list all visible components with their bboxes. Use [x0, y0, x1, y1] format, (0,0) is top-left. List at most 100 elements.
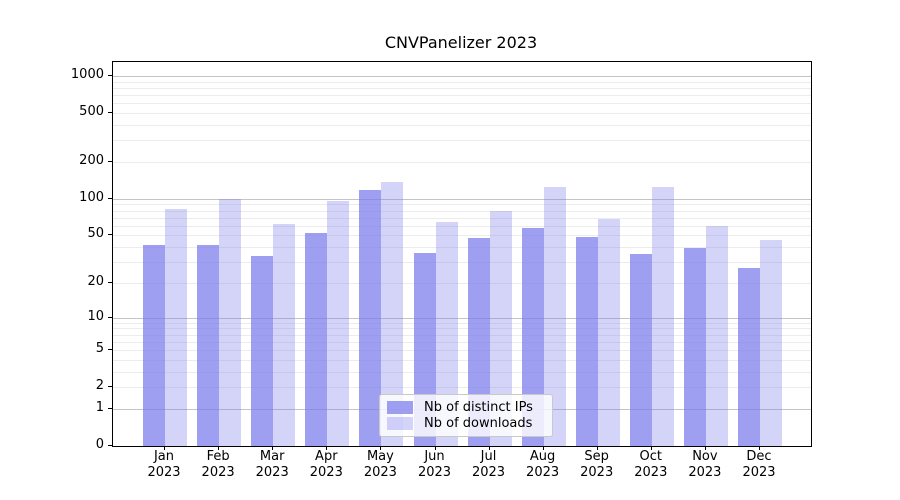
- bar-distinct-ips: [521, 227, 544, 446]
- y-tick-label: 100: [79, 189, 104, 205]
- gridline-minor: [113, 282, 811, 284]
- bar-distinct-ips: [359, 190, 382, 446]
- gridline-minor: [113, 247, 811, 249]
- x-tick-year: 2023: [526, 465, 560, 480]
- x-tick-label: Sep 2023: [569, 449, 625, 481]
- x-tick-month: Nov: [692, 449, 718, 464]
- x-tick-label: Oct 2023: [623, 449, 679, 481]
- y-tick-mark: [108, 445, 112, 446]
- x-tick-year: 2023: [742, 465, 776, 480]
- x-tick-year: 2023: [309, 465, 343, 480]
- x-tick-label: Dec 2023: [731, 449, 787, 481]
- x-tick-month: Dec: [746, 449, 772, 464]
- y-tick-label: 1000: [70, 67, 104, 82]
- gridline-minor: [113, 359, 811, 361]
- x-tick-year: 2023: [580, 465, 614, 480]
- gridline-minor: [113, 341, 811, 343]
- gridline-minor: [113, 140, 811, 142]
- y-tick-mark: [108, 349, 112, 350]
- bar-downloads: [651, 187, 674, 446]
- gridline-minor: [113, 217, 811, 219]
- bar-downloads: [435, 221, 458, 446]
- x-tick-month: Sep: [584, 449, 609, 464]
- x-tick-year: 2023: [201, 465, 235, 480]
- y-tick-mark: [108, 386, 112, 388]
- x-tick-year: 2023: [363, 465, 397, 480]
- x-tick-year: 2023: [634, 465, 668, 480]
- bar-downloads: [165, 208, 187, 446]
- gridline-minor: [113, 95, 811, 97]
- gridline-minor: [113, 350, 811, 351]
- x-tick-month: Apr: [315, 449, 338, 464]
- x-tick-mark: [218, 446, 220, 450]
- y-tick-label: 50: [87, 226, 104, 242]
- gridline-minor: [113, 87, 811, 89]
- gridline-minor: [113, 210, 811, 212]
- plot-area: Nb of distinct IPs Nb of downloads: [112, 61, 812, 447]
- bar-distinct-ips: [197, 244, 220, 446]
- x-tick-year: 2023: [471, 465, 506, 480]
- bar-downloads: [489, 210, 512, 446]
- legend-label-distinct-ips: Nb of distinct IPs: [424, 399, 533, 415]
- y-tick-label: 10: [87, 308, 104, 324]
- legend-swatch-downloads: [387, 417, 413, 431]
- y-tick-label: 0: [95, 437, 104, 452]
- bar-distinct-ips: [251, 255, 274, 446]
- bar-downloads: [273, 224, 296, 446]
- x-tick-mark: [650, 446, 652, 450]
- gridline-minor: [113, 328, 811, 330]
- y-tick-label: 200: [79, 153, 104, 168]
- x-tick-label: Apr 2023: [298, 449, 354, 481]
- x-tick-label: Jul 2023: [461, 449, 517, 481]
- gridline-major: [113, 317, 811, 319]
- gridline-minor: [113, 225, 811, 227]
- y-tick-mark: [108, 281, 112, 283]
- gridline-minor: [113, 371, 811, 373]
- y-tick-label: 2: [95, 378, 104, 394]
- gridline-minor: [113, 81, 811, 83]
- bar-distinct-ips: [738, 267, 760, 446]
- y-tick-mark: [108, 407, 112, 409]
- x-tick-year: 2023: [417, 465, 452, 480]
- x-tick-mark: [434, 446, 436, 450]
- x-tick-month: Jul: [480, 449, 497, 464]
- y-tick-mark: [108, 75, 112, 76]
- x-tick-label: Mar 2023: [244, 449, 300, 481]
- x-tick-month: Aug: [529, 449, 556, 464]
- bar-distinct-ips: [305, 233, 328, 446]
- x-tick-month: May: [366, 449, 394, 464]
- x-tick-month: Oct: [639, 449, 663, 464]
- y-tick-mark: [108, 316, 112, 318]
- bar-downloads: [597, 218, 620, 446]
- x-tick-label: Nov 2023: [677, 449, 733, 481]
- gridline-minor: [113, 322, 811, 324]
- y-tick-mark: [108, 197, 112, 199]
- legend: Nb of distinct IPs Nb of downloads: [379, 394, 553, 437]
- y-tick-mark: [108, 234, 112, 236]
- x-tick-label: Feb 2023: [190, 449, 246, 481]
- bar-downloads: [219, 198, 242, 446]
- x-tick-mark: [542, 446, 544, 450]
- x-tick-mark: [164, 446, 165, 450]
- bar-distinct-ips: [467, 237, 490, 446]
- legend-swatch-distinct-ips: [387, 400, 413, 414]
- x-tick-mark: [488, 446, 490, 450]
- x-tick-label: May 2023: [352, 449, 408, 481]
- gridline-minor: [113, 387, 811, 389]
- gridline-minor: [113, 103, 811, 105]
- gridline-minor: [113, 125, 811, 126]
- x-tick-label: Aug 2023: [515, 449, 571, 481]
- x-tick-label: Jan 2023: [136, 449, 192, 481]
- legend-row-distinct-ips: Nb of distinct IPs: [387, 400, 545, 415]
- x-tick-mark: [596, 446, 598, 450]
- bar-downloads: [543, 186, 566, 446]
- bar-distinct-ips: [143, 244, 165, 446]
- x-tick-mark: [759, 446, 760, 450]
- bar-distinct-ips: [629, 254, 652, 446]
- gridline-minor: [113, 113, 811, 115]
- x-tick-year: 2023: [688, 465, 722, 480]
- bar-distinct-ips: [575, 236, 598, 446]
- x-tick-mark: [380, 446, 382, 450]
- chart-title: CNVPanelizer 2023: [384, 33, 538, 52]
- bar-downloads: [705, 225, 728, 446]
